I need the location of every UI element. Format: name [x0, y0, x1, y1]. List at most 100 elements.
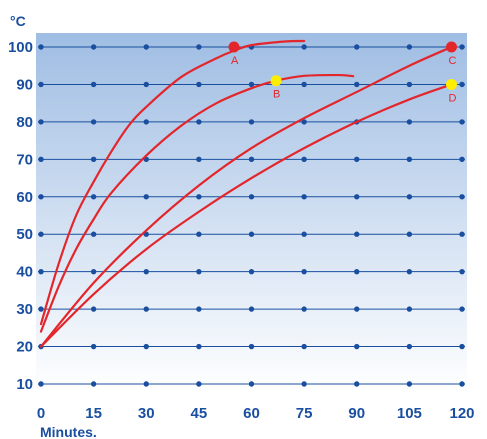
- grid-dot: [143, 194, 149, 200]
- grid-dot: [406, 381, 413, 387]
- grid-dot: [459, 306, 465, 312]
- x-tick-label: 30: [138, 405, 155, 422]
- grid-dot: [90, 44, 97, 50]
- y-tick-label: 10: [16, 376, 33, 393]
- grid-dot: [301, 44, 307, 50]
- grid-dot: [196, 231, 202, 237]
- point-a: [228, 41, 240, 53]
- grid-dot: [90, 119, 97, 125]
- y-tick-label: 20: [16, 339, 33, 356]
- grid-dot: [196, 268, 202, 275]
- point-b: [270, 75, 282, 87]
- grid-dot: [38, 119, 44, 125]
- series-line-4: [39, 83, 453, 348]
- grid-dot: [354, 231, 360, 237]
- point-label-d: D: [448, 92, 456, 104]
- y-tick-label: 60: [16, 189, 33, 206]
- x-tick-label: 105: [397, 405, 422, 422]
- grid-dot: [90, 156, 97, 163]
- grid-dot: [459, 81, 465, 88]
- grid-dot: [459, 381, 465, 387]
- grid-dot: [406, 231, 413, 237]
- y-tick-label: 50: [16, 226, 33, 243]
- y-tick-label: 100: [8, 39, 33, 56]
- grid-dot: [38, 156, 44, 163]
- grid-dot: [459, 268, 465, 275]
- y-tick-label: 40: [16, 264, 33, 281]
- grid-dot: [248, 343, 255, 350]
- grid-dot: [143, 119, 149, 125]
- grid-dot: [354, 156, 360, 163]
- grid-dot: [354, 194, 360, 200]
- x-ticks: 0 15 30 45 60 75 90 105 120: [37, 405, 475, 422]
- grid-dot: [90, 306, 97, 312]
- grid-dot: [143, 343, 149, 350]
- plot-background: [36, 33, 467, 392]
- grid-dot: [143, 81, 149, 88]
- point-label-c: C: [448, 55, 456, 67]
- grid-dot: [143, 381, 149, 387]
- grid-dot: [354, 268, 360, 275]
- grid-dot: [248, 381, 255, 387]
- point-label-a: A: [231, 55, 239, 67]
- grid-dot: [38, 268, 44, 275]
- series-line-2: [39, 73, 355, 333]
- grid-dot: [196, 194, 202, 200]
- x-tick-label: 45: [191, 405, 208, 422]
- y-tick-label: 30: [16, 301, 33, 318]
- x-tick-label: 90: [348, 405, 365, 422]
- grid-dot: [354, 381, 360, 387]
- grid-dot: [90, 268, 97, 275]
- grid-dot: [196, 81, 202, 88]
- grid-dot: [248, 156, 255, 163]
- grid-dot: [406, 119, 413, 125]
- grid-dot: [301, 119, 307, 125]
- grid-dot: [406, 156, 413, 163]
- grid-dot: [38, 81, 44, 88]
- grid-dot: [406, 343, 413, 350]
- point-c: [445, 41, 457, 53]
- grid-dot: [248, 231, 255, 237]
- grid-dot: [90, 194, 97, 200]
- grid-dot: [301, 268, 307, 275]
- grid-dot: [406, 194, 413, 200]
- grid-dot: [90, 381, 97, 387]
- x-tick-label: 0: [37, 405, 45, 422]
- grid-dot: [196, 343, 202, 350]
- grid-dot: [406, 44, 413, 50]
- grid-dot: [38, 306, 44, 312]
- grid-dot: [248, 306, 255, 312]
- grid-dot: [90, 343, 97, 350]
- grid-dot: [301, 306, 307, 312]
- grid-dot: [143, 306, 149, 312]
- grid-dot: [354, 306, 360, 312]
- grid-dot: [38, 231, 44, 237]
- grid-dot: [406, 81, 413, 88]
- x-tick-label: 60: [243, 405, 260, 422]
- x-axis-title: Minutes.: [40, 424, 97, 439]
- grid-dot: [196, 381, 202, 387]
- grid-dot: [196, 306, 202, 312]
- grid-dot: [406, 306, 413, 312]
- grid-dot: [459, 119, 465, 125]
- x-tick-label: 120: [449, 405, 474, 422]
- grid-dot: [90, 231, 97, 237]
- grid-dot: [301, 381, 307, 387]
- grid-dot: [301, 81, 307, 88]
- series-line-1: [39, 39, 306, 326]
- y-tick-label: 90: [16, 76, 33, 93]
- series-line-3: [39, 45, 453, 348]
- grid-dot: [248, 81, 255, 88]
- point-d: [445, 78, 457, 90]
- grid-dot: [459, 44, 465, 50]
- curves: [39, 39, 453, 348]
- grid-dot: [248, 194, 255, 200]
- grid-dot: [90, 81, 97, 88]
- grid-dot: [301, 231, 307, 237]
- grid-dot: [301, 156, 307, 163]
- grid-dot: [38, 44, 44, 50]
- y-axis-title: °C: [10, 13, 26, 29]
- grid-dot: [459, 156, 465, 163]
- grid-dot: [196, 156, 202, 163]
